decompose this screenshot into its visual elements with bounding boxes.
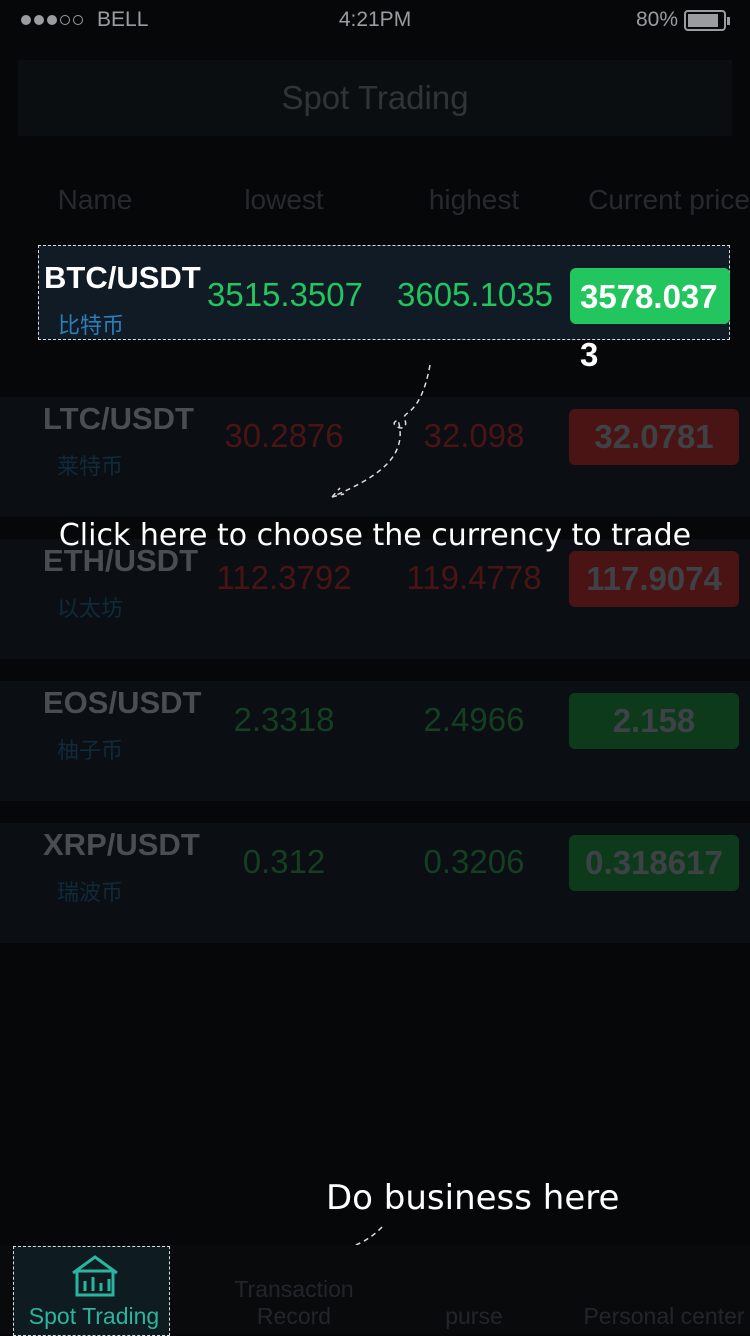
- lowest-price: 0.312: [242, 843, 326, 880]
- column-header: lowest: [244, 184, 324, 215]
- lowest-price: 2.3318: [233, 701, 335, 738]
- tab-bar: Spot Trading Transaction Record purse Perso…: [0, 1245, 750, 1336]
- signal-icon: [21, 15, 83, 25]
- page-title: Spot Trading: [18, 60, 732, 136]
- highest-price: 0.3206: [423, 843, 525, 880]
- symbol-quote: /USDT: [106, 827, 200, 862]
- symbol: LTC/USDT: [43, 401, 194, 437]
- market-row[interactable]: ETH/USDT 以太坊 112.3792 119.4778 117.9074: [0, 539, 750, 659]
- market-row[interactable]: XRP/USDT 瑞波币 0.312 0.3206 0.318617: [0, 823, 750, 943]
- status-bar: BELL 4:21PM 80%: [0, 0, 750, 40]
- carrier: BELL: [97, 8, 149, 31]
- tab[interactable]: purse: [445, 1303, 503, 1329]
- market-row[interactable]: BTC/USDT 比特币 3515.3507 3605.1035 3578.0373: [38, 245, 730, 373]
- lowest-price: 112.3792: [216, 559, 352, 596]
- symbol: XRP/USDT: [43, 827, 200, 863]
- highest-price: 119.4778: [406, 559, 542, 596]
- symbol-base: XRP: [43, 827, 107, 862]
- symbol-quote: /USDT: [108, 685, 202, 720]
- battery-icon: [684, 10, 730, 31]
- symbol-base: EOS: [43, 685, 109, 720]
- lowest-price: 30.2876: [224, 417, 344, 454]
- current-price: 32.0781: [569, 409, 739, 465]
- market-row[interactable]: EOS/USDT 柚子币 2.3318 2.4966 2.158: [0, 681, 750, 801]
- highest-price: 3605.1035: [397, 276, 553, 313]
- symbol: EOS/USDT: [43, 685, 201, 721]
- current-price: 0.318617: [569, 835, 739, 891]
- highest-price: 32.098: [423, 417, 525, 454]
- current-price: 3578.0373: [570, 268, 730, 373]
- column-header: Current price: [588, 184, 750, 215]
- column-header: Name: [57, 184, 133, 215]
- currency-name: 柚子币: [57, 738, 124, 763]
- clock: 4:21PM: [338, 8, 412, 31]
- column-header: highest: [428, 184, 520, 215]
- currency-name: 瑞波币: [57, 880, 124, 905]
- current-price: 2.158: [569, 693, 739, 749]
- symbol: ETH/USDT: [43, 543, 198, 579]
- lowest-price: 3515.3507: [207, 276, 363, 313]
- symbol: BTC/USDT: [44, 260, 201, 296]
- symbol-base: BTC: [44, 260, 108, 295]
- symbol-base: ETH: [43, 543, 105, 578]
- tab-icon: [72, 1255, 118, 1297]
- highest-price: 2.4966: [423, 701, 525, 738]
- battery-level: 80%: [636, 8, 679, 31]
- symbol-quote: /USDT: [107, 260, 201, 295]
- guide-tip: Do business here: [326, 1178, 620, 1218]
- tab[interactable]: Transaction Record: [234, 1276, 354, 1329]
- guide-tip: Click here to choose the currency to tra…: [58, 518, 692, 553]
- symbol-base: LTC: [43, 401, 101, 436]
- currency-name: 以太坊: [57, 596, 124, 621]
- market-row[interactable]: LTC/USDT 莱特币 30.2876 32.098 32.0781: [0, 397, 750, 517]
- tab[interactable]: Spot Trading: [28, 1303, 160, 1329]
- current-price: 117.9074: [569, 551, 739, 607]
- symbol-quote: /USDT: [100, 401, 194, 436]
- tab[interactable]: Personal center: [583, 1303, 745, 1329]
- currency-name: 莱特币: [57, 454, 124, 479]
- currency-name: 比特币: [58, 313, 125, 338]
- symbol-quote: /USDT: [105, 543, 198, 578]
